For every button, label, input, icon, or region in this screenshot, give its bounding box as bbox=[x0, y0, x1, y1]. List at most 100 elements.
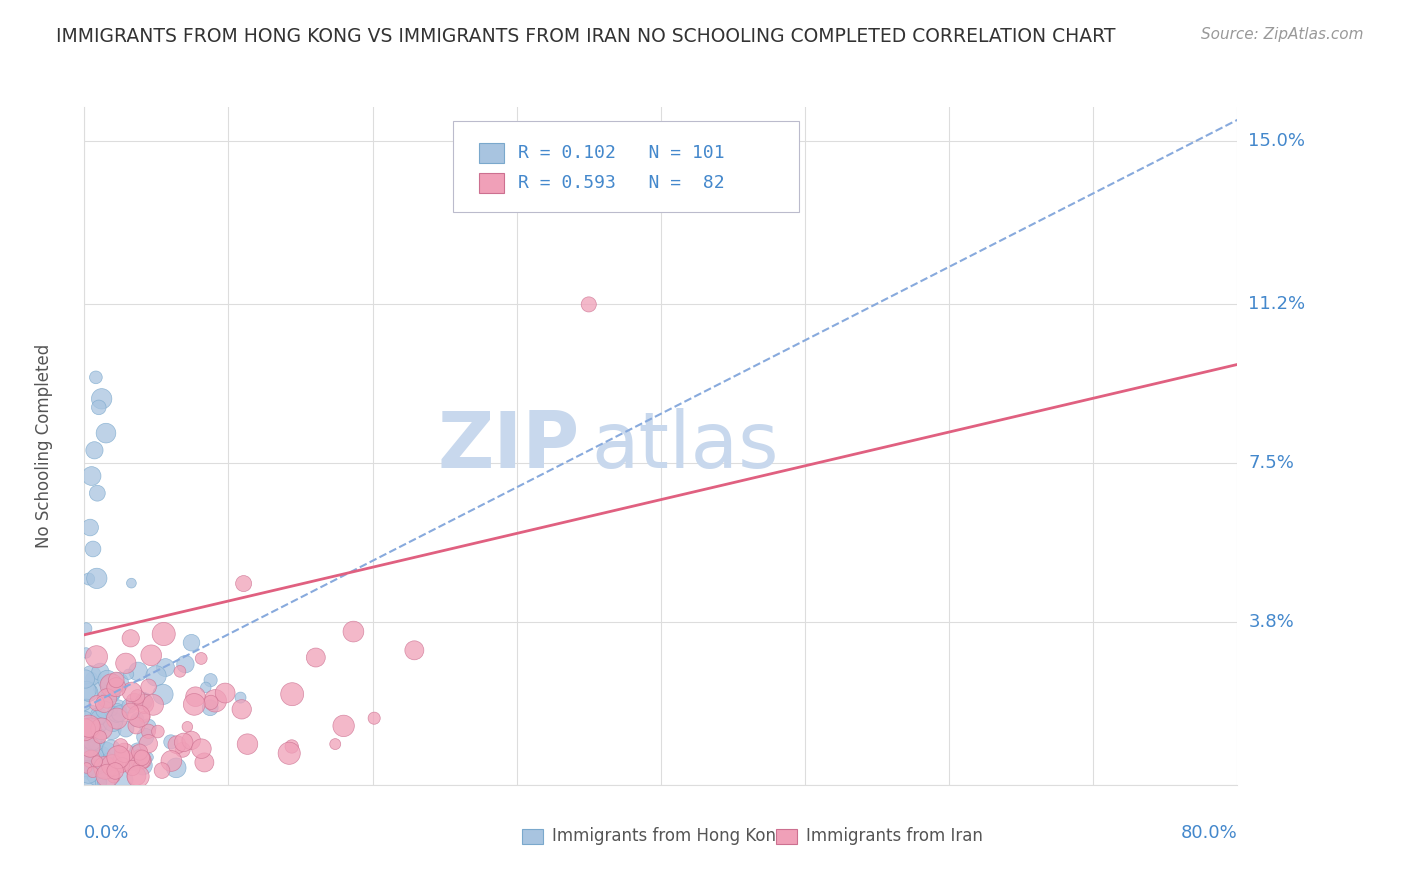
Point bbox=[79, 740, 101, 755]
Point bbox=[82, 753, 104, 767]
Point bbox=[132, 753, 155, 767]
Point bbox=[184, 690, 207, 704]
Point bbox=[101, 714, 124, 729]
Point bbox=[96, 745, 118, 759]
Point bbox=[93, 697, 115, 711]
Point bbox=[138, 750, 160, 764]
Point bbox=[76, 776, 98, 790]
Point bbox=[77, 744, 100, 758]
Point bbox=[79, 730, 101, 744]
Point bbox=[107, 675, 129, 690]
Point bbox=[108, 706, 131, 721]
Point bbox=[136, 720, 159, 734]
Point bbox=[194, 681, 217, 695]
Point bbox=[76, 762, 98, 776]
Point bbox=[121, 761, 143, 775]
Point bbox=[112, 746, 135, 760]
Bar bbox=[478, 173, 503, 194]
Point bbox=[76, 683, 98, 698]
Text: No Schooling Completed: No Schooling Completed bbox=[35, 344, 53, 548]
Point bbox=[107, 701, 129, 715]
Bar bbox=[776, 829, 797, 844]
Point bbox=[280, 739, 302, 754]
Point bbox=[152, 687, 174, 701]
Point bbox=[174, 657, 197, 672]
Point bbox=[75, 711, 97, 725]
Point bbox=[323, 737, 346, 751]
Point bbox=[166, 738, 188, 752]
Point bbox=[76, 747, 98, 762]
Point bbox=[100, 723, 122, 737]
Point bbox=[172, 743, 194, 757]
Text: 0.0%: 0.0% bbox=[84, 824, 129, 842]
Point bbox=[103, 687, 125, 701]
Text: IMMIGRANTS FROM HONG KONG VS IMMIGRANTS FROM IRAN NO SCHOOLING COMPLETED CORRELA: IMMIGRANTS FROM HONG KONG VS IMMIGRANTS … bbox=[56, 27, 1116, 45]
Point bbox=[129, 752, 152, 766]
Point bbox=[114, 748, 136, 763]
Point bbox=[105, 757, 128, 772]
Point bbox=[134, 697, 156, 711]
Point bbox=[115, 722, 138, 736]
Point bbox=[169, 665, 191, 679]
Point bbox=[77, 740, 100, 755]
Point bbox=[152, 627, 174, 641]
Point bbox=[96, 769, 118, 783]
Point bbox=[214, 686, 236, 700]
Point bbox=[138, 724, 160, 739]
Point bbox=[363, 711, 385, 725]
Point bbox=[80, 721, 103, 735]
Point bbox=[165, 761, 187, 775]
Text: ZIP: ZIP bbox=[437, 408, 581, 484]
Point bbox=[111, 758, 134, 772]
Point bbox=[75, 672, 97, 686]
Point bbox=[232, 576, 254, 591]
Point bbox=[105, 680, 128, 694]
Text: R = 0.593   N =  82: R = 0.593 N = 82 bbox=[517, 174, 724, 192]
Point bbox=[120, 632, 142, 646]
Point bbox=[84, 748, 107, 763]
Point bbox=[80, 752, 103, 766]
Point bbox=[146, 724, 169, 739]
Point bbox=[80, 764, 103, 778]
Point bbox=[86, 752, 108, 766]
Point bbox=[142, 698, 165, 712]
Point bbox=[110, 680, 132, 694]
Point bbox=[128, 745, 150, 759]
Point bbox=[90, 722, 112, 736]
Point bbox=[98, 755, 121, 769]
Point bbox=[236, 737, 259, 751]
Point bbox=[117, 667, 139, 681]
Text: Immigrants from Iran: Immigrants from Iran bbox=[806, 827, 983, 845]
Point bbox=[86, 649, 108, 664]
Point bbox=[200, 673, 222, 688]
Point bbox=[82, 742, 104, 756]
Point bbox=[193, 756, 215, 770]
Point bbox=[121, 758, 143, 772]
Point bbox=[94, 426, 117, 441]
Point bbox=[231, 702, 253, 716]
Point bbox=[105, 673, 128, 687]
Point bbox=[87, 729, 110, 743]
Point bbox=[127, 747, 149, 761]
Text: R = 0.102   N = 101: R = 0.102 N = 101 bbox=[517, 145, 724, 162]
Point bbox=[86, 755, 108, 769]
Point bbox=[134, 710, 156, 724]
Point bbox=[138, 737, 160, 751]
Point bbox=[77, 685, 100, 699]
Point bbox=[87, 708, 110, 723]
Text: Immigrants from Hong Kong: Immigrants from Hong Kong bbox=[553, 827, 787, 845]
Point bbox=[93, 756, 115, 770]
Point bbox=[84, 735, 107, 749]
Point bbox=[100, 678, 122, 692]
Point bbox=[77, 721, 100, 735]
Point bbox=[80, 469, 103, 483]
Point bbox=[86, 571, 108, 585]
Point bbox=[190, 651, 212, 665]
Point bbox=[160, 735, 183, 749]
Point bbox=[89, 665, 111, 679]
Point bbox=[332, 719, 354, 733]
Point bbox=[183, 698, 205, 712]
Text: atlas: atlas bbox=[592, 408, 779, 484]
Point bbox=[132, 694, 155, 708]
Point bbox=[87, 759, 110, 773]
